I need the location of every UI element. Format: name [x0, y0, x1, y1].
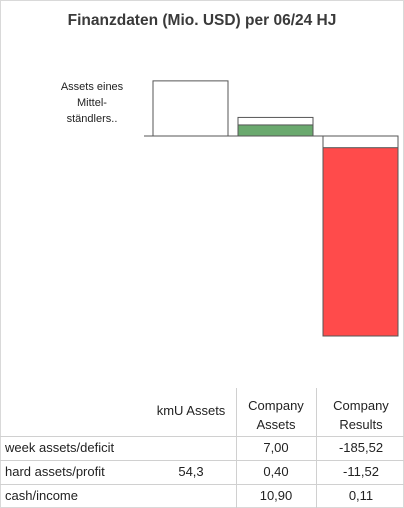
column-divider	[236, 388, 237, 508]
row-label: cash/income	[5, 488, 78, 503]
column-header-kmu-assets: kmU Assets	[156, 403, 226, 418]
row-divider	[0, 460, 404, 461]
chart-area	[144, 80, 399, 337]
bar-kmu-assets-total	[152, 80, 229, 137]
table-cell: 7,00	[263, 440, 289, 455]
column-header-company-assets: Company Assets	[248, 398, 304, 432]
bar-company-assets-fill	[237, 124, 314, 137]
table-cell: -185,52	[338, 440, 384, 455]
row-label: week assets/deficit	[5, 440, 115, 455]
chart-title: Finanzdaten (Mio. USD) per 06/24 HJ	[67, 12, 337, 29]
table-cell: 0,11	[348, 488, 374, 503]
column-header-company-results: Company Results	[333, 398, 389, 432]
table-cell: 10,90	[259, 488, 293, 503]
row-divider	[0, 436, 404, 437]
row-label: hard assets/profit	[5, 464, 105, 479]
table-cell: 0,40	[263, 464, 289, 479]
annotation-text: Assets eines Mittel-ständlers..	[60, 81, 124, 125]
table-cell: -11,52	[343, 464, 379, 479]
table-cell: 54,3	[178, 464, 204, 479]
bar-company-results-fill	[322, 147, 399, 337]
column-divider	[316, 388, 317, 508]
row-divider	[0, 484, 404, 485]
